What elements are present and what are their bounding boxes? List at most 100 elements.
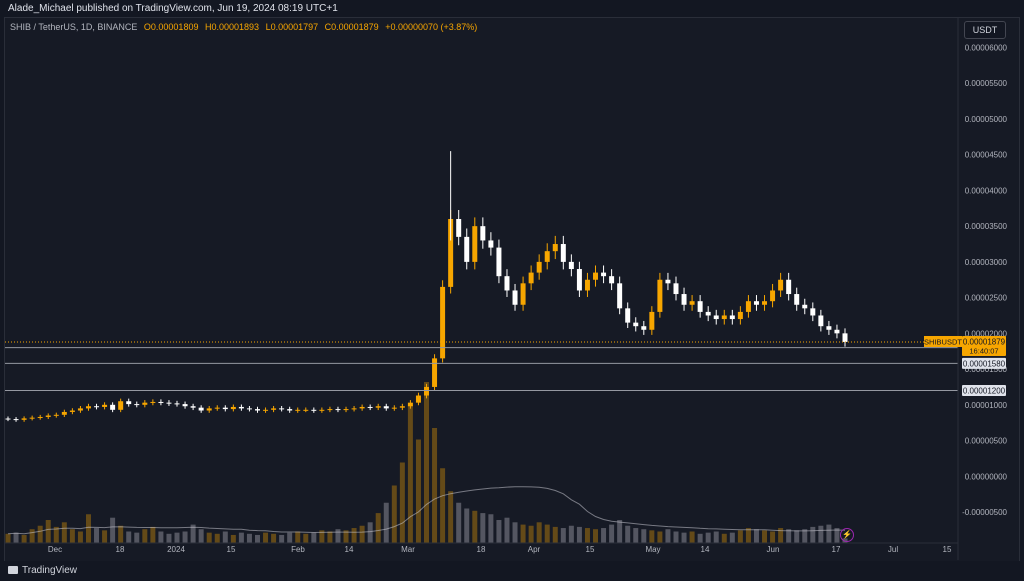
time-tick-label: 18: [116, 545, 125, 554]
candle-body: [415, 395, 421, 403]
chart-frame[interactable]: [4, 17, 1020, 562]
candle-body: [673, 283, 679, 295]
candle-body: [383, 406, 389, 409]
volume-bar: [432, 428, 438, 543]
volume-bar: [61, 522, 67, 543]
volume-bar: [512, 522, 518, 543]
candle-body: [609, 276, 615, 284]
volume-bar: [287, 532, 293, 543]
volume-bar: [182, 531, 188, 543]
volume-bar: [617, 520, 623, 543]
volume-bar: [753, 529, 759, 543]
candle-body: [560, 244, 566, 262]
symbol-name[interactable]: SHIB / TetherUS, 1D, BINANCE: [10, 22, 138, 32]
candles: [5, 151, 848, 422]
candle-body: [568, 261, 574, 270]
volume-bar: [53, 526, 59, 543]
volume-bar: [351, 528, 357, 543]
volume-bar: [633, 528, 639, 543]
level-tag-label: 0.00001200: [963, 387, 1006, 396]
price-axis[interactable]: 0.00006000 0.00005500 0.00005000 0.00004500…: [957, 18, 1008, 560]
price-tick-label: 0.00003500: [965, 222, 1008, 231]
candle-body: [593, 272, 599, 280]
candle-body: [753, 301, 759, 305]
volume-bar: [609, 524, 615, 543]
candle-body: [745, 301, 751, 312]
time-tick-label: 18: [477, 545, 486, 554]
volume-bar: [802, 529, 808, 543]
volume-bar: [174, 532, 180, 543]
ohlc-change: +0.00000070 (+3.87%): [385, 22, 478, 32]
price-tick-label: 0.00002500: [965, 294, 1008, 303]
volume-bar: [488, 514, 494, 543]
currency-button[interactable]: USDT: [964, 21, 1006, 39]
candle-body: [110, 404, 116, 410]
volume-bar: [375, 513, 381, 543]
volume-bar: [560, 528, 566, 543]
candle-body: [29, 417, 35, 419]
volume-bar: [544, 524, 550, 543]
candle-body: [794, 294, 800, 305]
tradingview-logo[interactable]: TradingView: [8, 565, 77, 576]
volume-bar: [584, 528, 590, 543]
bottom-bar: [0, 561, 1024, 581]
candle-body: [536, 261, 542, 273]
price-tick-label: 0.00006000: [965, 44, 1008, 53]
last-price-label: 0.00001879: [963, 337, 1006, 346]
time-tick-label: May: [645, 545, 660, 554]
volume-bar: [21, 534, 27, 543]
price-tick-label: 0.00001500: [965, 365, 1008, 374]
lightning-icon[interactable]: ⚡: [840, 528, 854, 542]
volume-bar: [528, 525, 534, 543]
time-axis[interactable]: Dec 18 2024 15 Feb 14 Mar 18 Apr 15 May 14 Jun 17 Jul 1…: [5, 542, 958, 554]
volume-bar: [415, 439, 421, 543]
candle-body: [142, 402, 148, 405]
candle-body: [480, 226, 486, 241]
ohlc-high: H0.00001893: [204, 22, 260, 32]
level-tag-box: [962, 385, 1006, 397]
candle-body: [729, 315, 735, 320]
candle-body: [198, 407, 204, 411]
candle-body: [432, 358, 438, 387]
volume-bar: [198, 529, 204, 543]
volume-bar: [496, 520, 502, 543]
candle-body: [174, 403, 180, 405]
volume-bar: [593, 529, 599, 543]
volume-bar: [440, 468, 446, 543]
candle-body: [343, 409, 349, 411]
candle-body: [118, 401, 124, 410]
candle-body: [335, 409, 341, 411]
candle-body: [737, 311, 743, 320]
volume-bar: [335, 529, 341, 543]
volume-bar: [745, 528, 751, 543]
time-tick-label: 14: [701, 545, 710, 554]
volume-bar: [665, 529, 671, 543]
volume-bar: [5, 533, 11, 543]
volume-bar: [536, 522, 542, 543]
candle-body: [641, 326, 647, 330]
candle-body: [584, 279, 590, 291]
price-tick-label: 0.00001000: [965, 401, 1008, 410]
volume-bar: [110, 517, 116, 543]
volume-bar: [568, 525, 574, 543]
volume-bar: [601, 528, 607, 543]
candle-body: [649, 311, 655, 330]
candle-body: [407, 402, 413, 407]
volume-bar: [424, 382, 429, 543]
price-tick-label: 0.00003000: [965, 258, 1008, 267]
volume-bar: [391, 485, 397, 543]
candle-body: [85, 406, 91, 409]
price-tags: 0.000018000.000015800.00001200SHIBUSDT0.…: [924, 335, 1006, 397]
volume-ma-line: [7, 486, 846, 535]
candle-body: [697, 301, 703, 312]
symbol-legend: SHIB / TetherUS, 1D, BINANCE O0.00001809…: [10, 22, 477, 32]
volume-bar: [94, 528, 100, 543]
volume-bar: [448, 491, 454, 543]
candle-body: [238, 406, 244, 409]
volume-bar: [230, 534, 236, 543]
candle-body: [222, 407, 228, 410]
candle-body: [206, 408, 212, 411]
volume-bar: [134, 532, 140, 543]
candle-body: [456, 219, 462, 237]
